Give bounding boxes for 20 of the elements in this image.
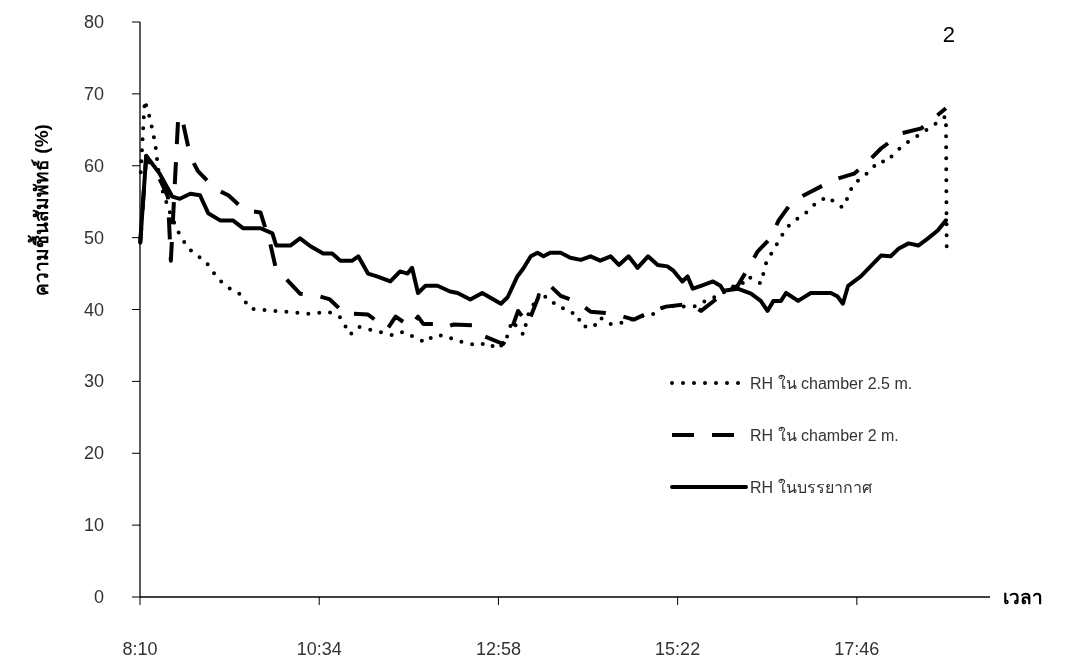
legend-label: RH ใน chamber 2.5 m. [750, 374, 913, 392]
y-tick-label: 10 [83, 515, 104, 536]
x-tick-label: 12:58 [475, 639, 521, 659]
legend-label: RH ใน chamber 2 m. [750, 426, 899, 444]
legend-label: RH ในบรรยากาศ [750, 478, 872, 496]
y-tick-label: 60 [83, 155, 104, 176]
y-tick-label: 20 [83, 443, 104, 464]
x-tick-label: 15:22 [655, 639, 701, 659]
x-tick-label: 10:34 [296, 639, 342, 659]
y-tick-label: 0 [93, 587, 104, 607]
y-tick-label: 70 [83, 83, 104, 104]
y-tick-label: 80 [83, 12, 104, 32]
x-tick-label: 17:46 [834, 639, 880, 659]
annotation: 2 [942, 22, 955, 47]
x-axis-title: เวลา [1003, 587, 1043, 608]
y-axis-title: ความชื้นสัมพัทธ์ (%) [27, 124, 52, 296]
y-tick-label: 30 [83, 371, 104, 392]
y-tick-label: 40 [83, 299, 104, 320]
x-tick-label: 8:10 [122, 639, 158, 659]
y-tick-label: 50 [83, 227, 104, 248]
